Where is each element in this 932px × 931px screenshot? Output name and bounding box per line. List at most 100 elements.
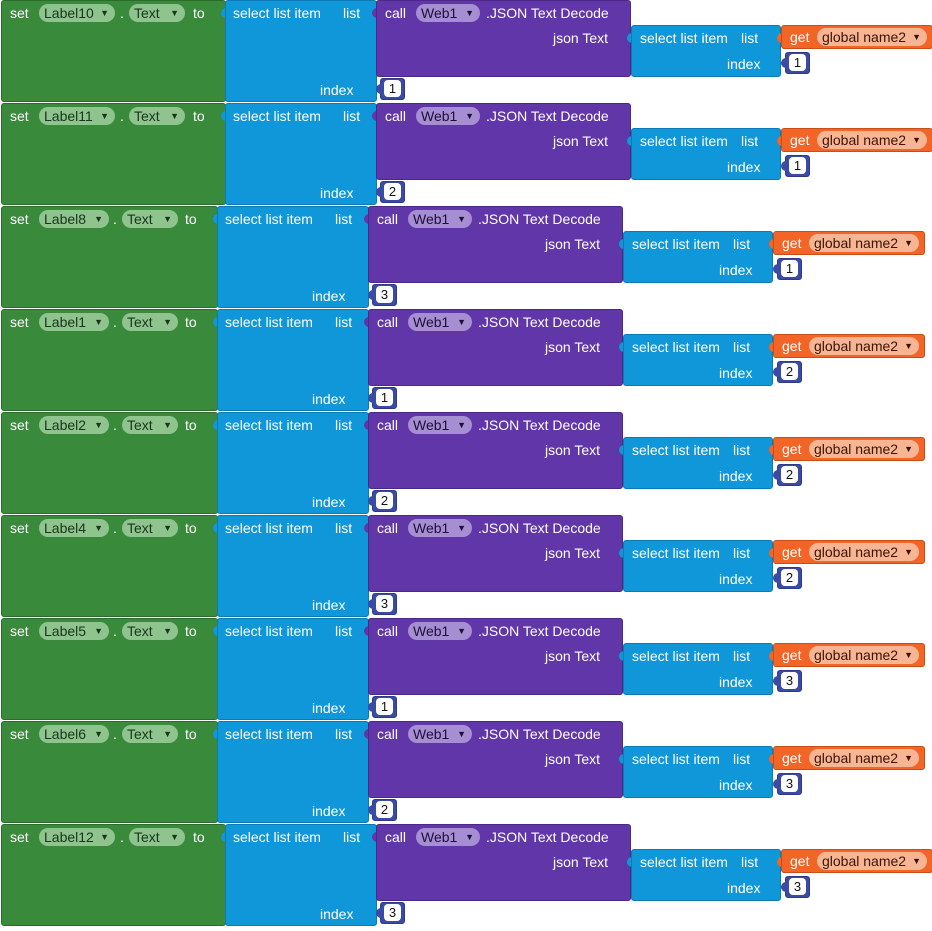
setter-block[interactable] [1,721,218,823]
variable-dropdown[interactable]: global name2 ▼ [809,646,919,664]
web-component-dropdown[interactable]: Web1 ▼ [408,519,472,537]
setter-block[interactable] [1,618,218,720]
web-component-dropdown[interactable]: Web1 ▼ [416,4,480,22]
select-list-item-block[interactable] [217,206,369,308]
property-dropdown[interactable]: Text ▼ [129,828,185,846]
index-number[interactable]: 1 [376,698,393,715]
index-number[interactable]: 1 [789,157,806,174]
set-property-block[interactable]: set Label5 ▼. Text ▼ to select list item list in… [0,618,932,721]
set-property-block[interactable]: set Label12 ▼. Text ▼ to select list item list i… [0,824,932,927]
select-list-item-block[interactable] [225,103,377,205]
index-number[interactable]: 2 [384,183,401,200]
set-property-block[interactable]: set Label4 ▼. Text ▼ to select list item list in… [0,515,932,618]
index-number[interactable]: 2 [781,466,798,483]
property-dropdown[interactable]: Text ▼ [122,210,178,228]
component-dropdown[interactable]: Label6 ▼ [39,725,109,743]
select-list-item-block[interactable] [623,643,773,695]
variable-dropdown[interactable]: global name2 ▼ [809,234,919,252]
select-list-item-block[interactable] [623,334,773,386]
select-list-item-block[interactable] [623,540,773,592]
get-keyword: get [782,441,802,457]
variable-dropdown[interactable]: global name2 ▼ [809,749,919,767]
select-list-item-block[interactable] [623,437,773,489]
component-dropdown[interactable]: Label1 ▼ [39,313,109,331]
property-dropdown[interactable]: Text ▼ [129,107,185,125]
select-list-item-block[interactable] [225,824,377,926]
property-dropdown[interactable]: Text ▼ [122,519,178,537]
web-component-dropdown[interactable]: Web1 ▼ [416,107,480,125]
index-number[interactable]: 1 [789,54,806,71]
select-list-item-block[interactable] [225,0,377,102]
component-dropdown-value: Label10 [44,5,94,21]
index-keyword: index [312,391,346,407]
setter-block[interactable] [1,309,218,411]
set-property-block[interactable]: set Label10 ▼. Text ▼ to select list item list i… [0,0,932,103]
select-list-item-block[interactable] [631,128,781,180]
set-property-block[interactable]: set Label1 ▼. Text ▼ to select list item list in… [0,309,932,412]
index-number[interactable]: 3 [384,904,401,921]
web-component-dropdown[interactable]: Web1 ▼ [416,828,480,846]
index-number[interactable]: 1 [781,260,798,277]
index-number[interactable]: 1 [376,389,393,406]
component-dropdown[interactable]: Label4 ▼ [39,519,109,537]
index-keyword: index [719,571,753,587]
variable-dropdown[interactable]: global name2 ▼ [809,440,919,458]
component-dropdown[interactable]: Label2 ▼ [39,416,109,434]
json-text-keyword: json Text [553,30,608,46]
property-dropdown[interactable]: Text ▼ [122,416,178,434]
index-number[interactable]: 2 [781,363,798,380]
chevron-down-icon: ▼ [170,832,179,842]
select-list-item-block[interactable] [631,25,781,77]
component-dropdown[interactable]: Label5 ▼ [39,622,109,640]
variable-dropdown[interactable]: global name2 ▼ [817,852,927,870]
index-number[interactable]: 3 [376,286,393,303]
component-dropdown[interactable]: Label8 ▼ [39,210,109,228]
index-number[interactable]: 2 [376,801,393,818]
component-dropdown-value: Label12 [44,829,94,845]
web-component-dropdown[interactable]: Web1 ▼ [408,725,472,743]
setter-block[interactable] [1,412,218,514]
select-list-item-keyword: select list item [632,751,720,767]
index-number[interactable]: 2 [781,569,798,586]
web-component-dropdown[interactable]: Web1 ▼ [408,313,472,331]
set-property-block[interactable]: set Label11 ▼. Text ▼ to select list item list i… [0,103,932,206]
select-list-item-block[interactable] [631,849,781,901]
select-list-item-block[interactable] [217,309,369,411]
index-number[interactable]: 3 [789,878,806,895]
component-dropdown[interactable]: Label11 ▼ [39,107,115,125]
index-keyword: index [719,262,753,278]
variable-dropdown[interactable]: global name2 ▼ [809,337,919,355]
index-number[interactable]: 2 [376,492,393,509]
index-number[interactable]: 1 [384,80,401,97]
list-keyword: list [335,417,353,433]
select-list-item-block[interactable] [623,746,773,798]
select-list-item-block[interactable] [217,515,369,617]
property-dropdown[interactable]: Text ▼ [122,725,178,743]
get-keyword: get [790,132,810,148]
variable-dropdown[interactable]: global name2 ▼ [809,543,919,561]
property-dropdown[interactable]: Text ▼ [122,313,178,331]
connector-notch [619,342,624,352]
index-number[interactable]: 3 [781,672,798,689]
index-number[interactable]: 3 [781,775,798,792]
call-keyword: call [377,623,399,639]
web-component-dropdown[interactable]: Web1 ▼ [408,210,472,228]
select-list-item-block[interactable] [217,618,369,720]
select-list-item-block[interactable] [217,721,369,823]
select-list-item-block[interactable] [623,231,773,283]
variable-dropdown[interactable]: global name2 ▼ [817,28,927,46]
set-property-block[interactable]: set Label2 ▼. Text ▼ to select list item list in… [0,412,932,515]
index-number[interactable]: 3 [376,595,393,612]
property-dropdown[interactable]: Text ▼ [129,4,185,22]
list-keyword: list [733,339,751,355]
property-dropdown[interactable]: Text ▼ [122,622,178,640]
component-dropdown[interactable]: Label10 ▼ [39,4,115,22]
setter-block[interactable] [1,206,218,308]
set-property-block[interactable]: set Label8 ▼. Text ▼ to select list item list in… [0,206,932,309]
variable-dropdown[interactable]: global name2 ▼ [817,131,927,149]
web-component-dropdown[interactable]: Web1 ▼ [408,416,472,434]
web-component-dropdown[interactable]: Web1 ▼ [408,622,472,640]
set-property-block[interactable]: set Label6 ▼. Text ▼ to select list item list in… [0,721,932,824]
component-dropdown[interactable]: Label12 ▼ [39,828,115,846]
